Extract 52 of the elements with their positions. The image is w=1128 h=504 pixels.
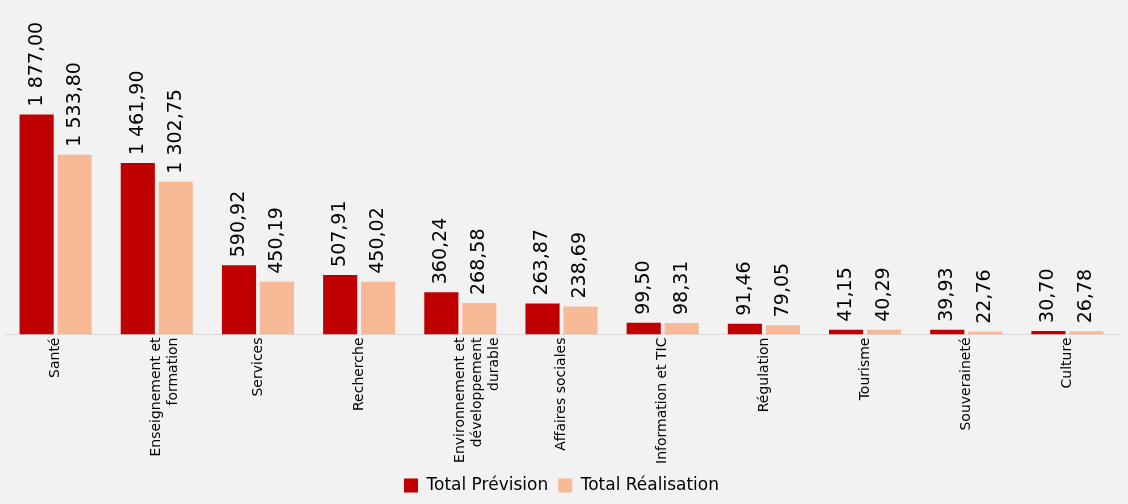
bar (259, 281, 294, 335)
data-label: 1 533,80 (61, 62, 84, 147)
bar (361, 281, 396, 335)
data-label: 22,76 (972, 269, 995, 324)
data-label: 507,91 (327, 200, 350, 267)
x-tick-label: Tourisme (855, 337, 872, 402)
x-tick-label: Enseignement et formation (147, 337, 181, 457)
legend-label: Total Réalisation (579, 473, 720, 494)
bar (323, 274, 358, 335)
data-label: 268,58 (466, 228, 489, 296)
bar (765, 325, 800, 335)
bar (221, 265, 257, 335)
data-label: 263,87 (529, 229, 552, 296)
data-label: 99,50 (630, 260, 653, 315)
bar (158, 181, 193, 335)
data-label: 41,15 (833, 267, 856, 322)
data-label: 79,05 (769, 262, 792, 318)
x-tick-label: Recherche (349, 337, 366, 412)
bar (462, 303, 497, 335)
x-tick-label: Santé (46, 337, 63, 378)
bar (525, 303, 560, 335)
x-tick-label: Information et TIC (653, 337, 670, 464)
data-label: 91,46 (731, 261, 754, 316)
bar (563, 306, 598, 335)
bar (727, 323, 762, 335)
bar (19, 114, 54, 335)
bar (664, 322, 699, 335)
data-label: 450,19 (263, 207, 286, 274)
x-tick-label: Régulation (754, 337, 771, 413)
data-label: 40,29 (870, 267, 893, 322)
data-label: 360,24 (428, 217, 451, 285)
x-tick-label: Environnement et développement durable (450, 337, 501, 463)
x-tick-label: Services (248, 337, 265, 397)
data-label: 1 461,90 (124, 70, 147, 156)
data-label: 1 877,00 (23, 21, 46, 107)
data-label: 590,92 (225, 190, 248, 258)
bar (626, 322, 661, 335)
bar (120, 163, 155, 335)
x-tick-label: Souveraineté (956, 337, 973, 431)
data-label: 98,31 (668, 260, 691, 315)
bar (424, 292, 459, 335)
data-label: 30,70 (1035, 268, 1058, 323)
bar (1069, 331, 1104, 335)
data-label: 26,78 (1073, 268, 1096, 324)
data-label: 450,02 (365, 207, 388, 274)
bar (57, 154, 92, 335)
data-label: 39,93 (934, 267, 957, 322)
data-label: 1 302,75 (162, 89, 185, 174)
data-label: 238,69 (567, 232, 590, 299)
x-tick-label: Culture (1058, 337, 1075, 389)
legend-label: Total Prévision (425, 473, 549, 494)
x-tick-label: Affaires sociales (552, 337, 569, 451)
